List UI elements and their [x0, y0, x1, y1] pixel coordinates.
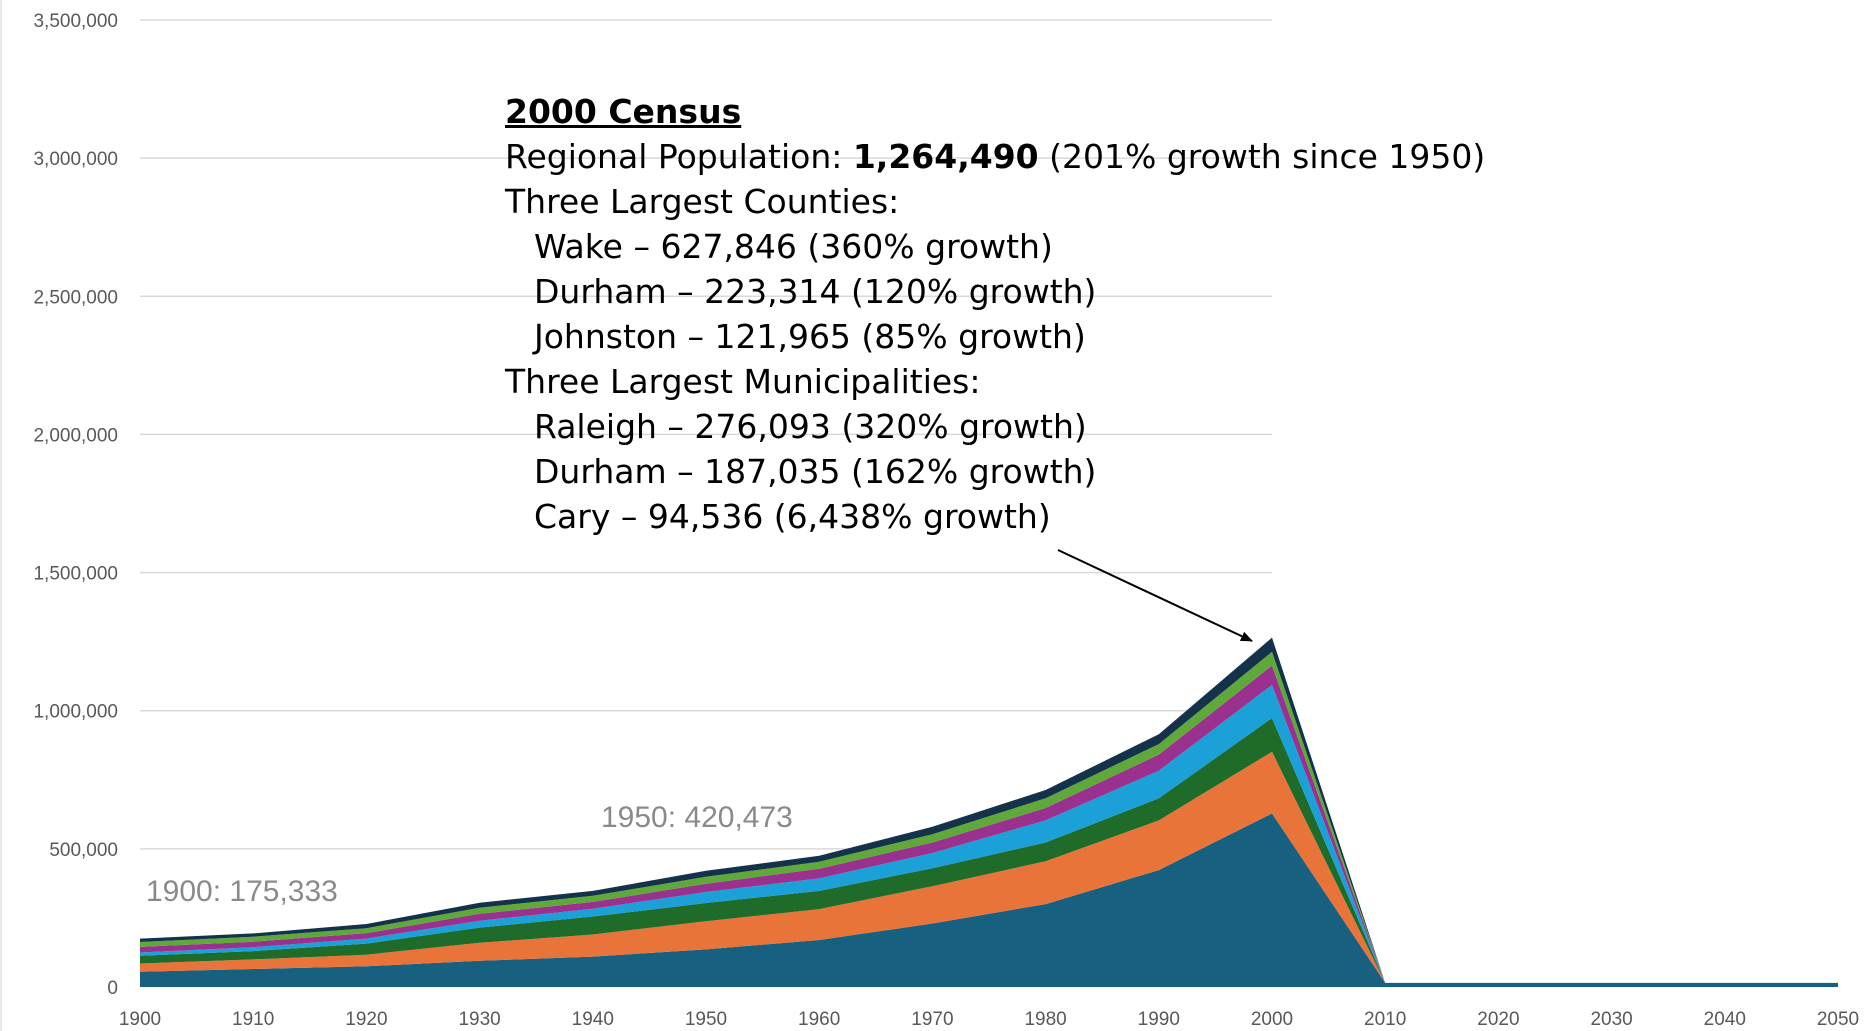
municipality-item: Durham – 187,035 (162% growth): [534, 452, 1097, 491]
x-tick-label: 1970: [911, 1009, 953, 1030]
census-callout: 2000 Census Regional Population: 1,264,4…: [505, 89, 1485, 539]
x-tick-label: 1990: [1138, 1009, 1180, 1030]
regional-value: 1,264,490: [852, 137, 1039, 176]
x-tick-label: 1920: [345, 1009, 387, 1030]
gridlines: [140, 19, 1272, 850]
y-tick-label: 1,500,000: [33, 564, 118, 585]
x-tick-label: 2010: [1364, 1009, 1406, 1030]
x-axis-tick-labels: 1900 1910 1920 1930 1940 1950 1960 1970 1980 1990…: [119, 1009, 1859, 1030]
county-item: Durham – 223,314 (120% growth): [534, 272, 1097, 311]
area-series-6: [140, 651, 1838, 983]
y-tick-label: 0: [107, 978, 118, 999]
area-series-7: [140, 637, 1838, 983]
municipality-item: Cary – 94,536 (6,438% growth): [534, 497, 1051, 536]
x-tick-label: 1900: [119, 1009, 161, 1030]
x-tick-label: 1960: [798, 1009, 840, 1030]
x-tick-label: 1910: [232, 1009, 274, 1030]
x-tick-label: 2030: [1590, 1009, 1632, 1030]
x-tick-label: 1930: [458, 1009, 500, 1030]
x-tick-label: 2000: [1251, 1009, 1293, 1030]
y-tick-label: 1,000,000: [33, 702, 118, 723]
y-tick-label: 3,500,000: [33, 11, 118, 32]
county-item: Johnston – 121,965 (85% growth): [534, 317, 1086, 356]
x-tick-label: 1950: [685, 1009, 727, 1030]
x-tick-label: 2050: [1817, 1009, 1859, 1030]
y-tick-label: 2,000,000: [33, 425, 118, 446]
data-areas: [140, 637, 1838, 987]
county-item: Wake – 627,846 (360% growth): [534, 227, 1053, 266]
y-tick-label: 3,000,000: [33, 149, 118, 170]
regional-population-line: Regional Population: 1,264,490 (201% gro…: [505, 134, 1485, 179]
x-tick-label: 1980: [1024, 1009, 1066, 1030]
callout-arrow: [1057, 549, 1253, 642]
area-series-3: [140, 718, 1838, 983]
municipality-item: Raleigh – 276,093 (320% growth): [534, 407, 1087, 446]
regional-suffix: (201% growth since 1950): [1038, 137, 1486, 176]
annotation-1950: 1950: 420,473: [601, 801, 793, 834]
area-series-1: [140, 813, 1838, 987]
x-tick-label: 2040: [1704, 1009, 1746, 1030]
area-series-2: [140, 751, 1838, 983]
regional-prefix: Regional Population:: [505, 137, 853, 176]
y-axis-tick-labels: 0 500,000 1,000,000 1,500,000 2,000,000 2,500…: [33, 11, 118, 999]
annotation-1900: 1900: 175,333: [146, 875, 338, 908]
x-tick-label: 1940: [572, 1009, 614, 1030]
x-tick-label: 2020: [1477, 1009, 1519, 1030]
callout-title: 2000 Census: [505, 92, 742, 131]
counties-heading: Three Largest Counties:: [505, 182, 900, 221]
y-tick-label: 2,500,000: [33, 287, 118, 308]
y-tick-label: 500,000: [49, 840, 118, 861]
municipalities-heading: Three Largest Municipalities:: [505, 362, 981, 401]
